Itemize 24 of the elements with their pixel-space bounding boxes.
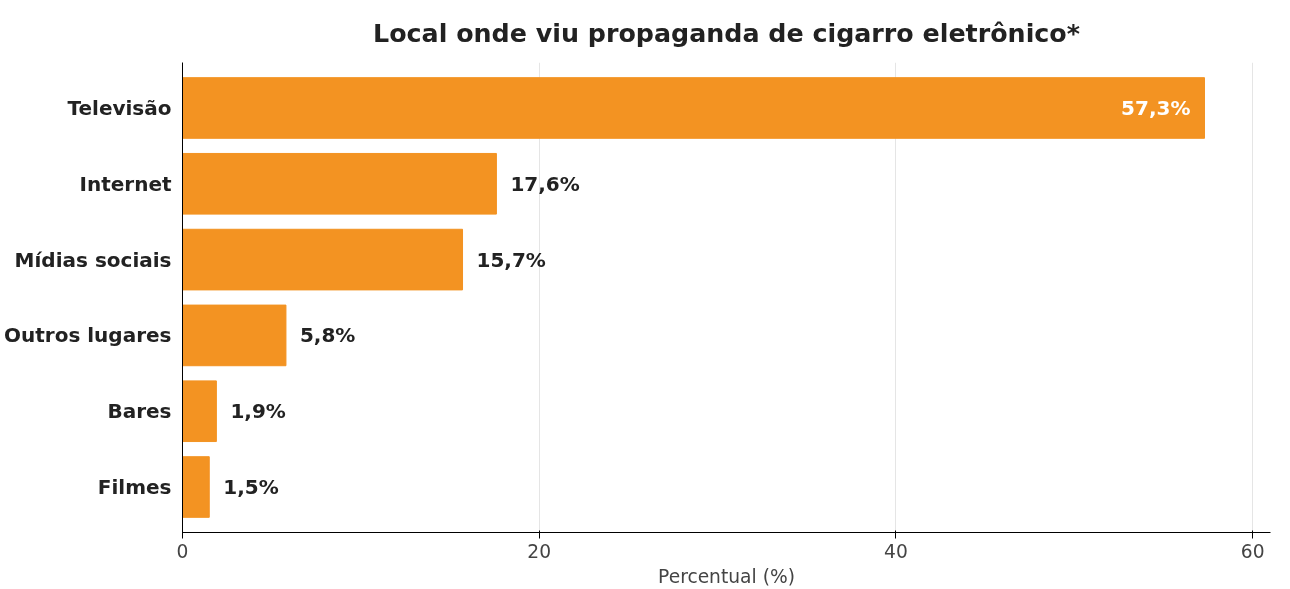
data-label: 1,5% [223, 475, 279, 500]
x-tick-label: 60 [1240, 540, 1265, 562]
data-label: 15,7% [476, 247, 546, 272]
bar [182, 380, 217, 443]
y-tick-label: Outros lugares [3, 323, 172, 348]
x-tick-label: 40 [884, 540, 908, 562]
x-axis-title: Percentual (%) [658, 565, 795, 587]
y-tick-label: Filmes [97, 475, 172, 500]
bar [182, 228, 464, 291]
x-tick-label: 20 [527, 540, 552, 562]
data-label: 17,6% [510, 171, 580, 196]
data-label: 5,8% [299, 323, 356, 348]
y-tick-label: Bares [107, 399, 172, 424]
bar [182, 152, 497, 215]
y-tick-label: Mídias sociais [14, 247, 172, 272]
y-tick-label: Internet [79, 171, 172, 196]
bar [182, 77, 1206, 139]
bar [182, 304, 287, 367]
bar [182, 456, 210, 518]
chart-title: Local onde viu propaganda de cigarro eletrônico* [373, 17, 1080, 48]
data-label: 1,9% [230, 399, 286, 424]
x-tick-label: 0 [176, 540, 189, 562]
y-tick-label: Televisão [67, 95, 172, 120]
data-label: 57,3% [1121, 95, 1191, 120]
